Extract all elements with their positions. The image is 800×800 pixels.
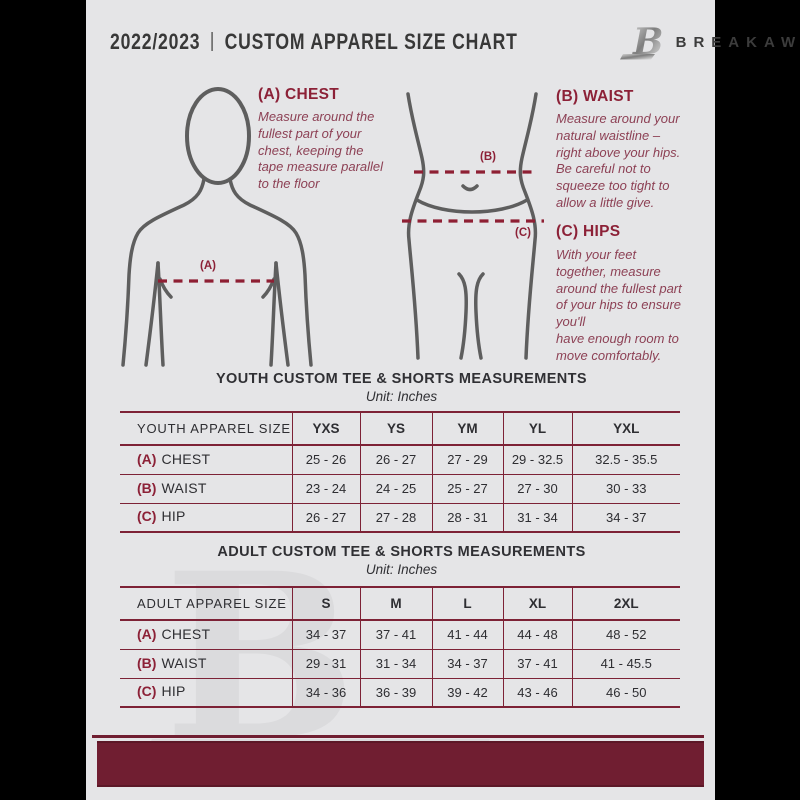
adult-size-table: ADULT APPAREL SIZE S M L XL 2XL (A) CHEST 34 - 3… [120, 586, 680, 708]
waist-line-label: (B) [480, 151, 496, 163]
size-header-cell: S [291, 586, 360, 621]
size-range-cell: 41 - 44 [431, 620, 503, 650]
size-range-cell: 27 - 29 [431, 445, 503, 475]
size-header-cell: YL [502, 411, 572, 446]
size-range-cell: 34 - 37 [291, 620, 360, 650]
size-header-cell: L [431, 586, 503, 621]
hips-guide-heading: (C) HIPS [556, 223, 621, 240]
header-title-group: 2022/2023 | CUSTOM APPAREL SIZE CHART [110, 29, 518, 55]
header-separator: | [210, 29, 215, 52]
measure-label: CHEST [161, 450, 211, 467]
youth-table-title: YOUTH CUSTOM TEE & SHORTS MEASUREMENTS [215, 371, 587, 387]
size-range-cell: 27 - 28 [359, 503, 432, 533]
measure-letter: (C) [137, 508, 157, 525]
size-range-cell: 34 - 37 [571, 503, 680, 533]
size-range-cell: 43 - 46 [502, 678, 572, 708]
breakaway-b-logo-icon: B [619, 21, 663, 63]
measure-letter: (B) [137, 654, 157, 671]
adult-table-unit: Unit: Inches [365, 562, 438, 577]
measure-letter: (A) [137, 625, 157, 642]
measure-letter: (C) [137, 683, 157, 700]
measure-row-header: (B) WAIST [120, 474, 292, 504]
size-range-cell: 32.5 - 35.5 [571, 445, 680, 475]
youth-size-table: YOUTH APPAREL SIZE YXS YS YM YL YXL (A) CHEST 25… [120, 411, 680, 533]
size-header-cell: YM [431, 411, 503, 446]
measure-row-header: (C) HIP [120, 503, 292, 533]
size-range-cell: 27 - 30 [502, 474, 572, 504]
measure-letter: (A) [137, 450, 157, 467]
size-range-cell: 24 - 25 [359, 474, 432, 504]
size-range-cell: 39 - 42 [431, 678, 503, 708]
measure-row-header: (A) CHEST [120, 445, 292, 475]
page-title: CUSTOM APPAREL SIZE CHART [224, 29, 518, 54]
measure-letter: (B) [137, 479, 157, 496]
waist-guide-text: Measure around your natural waistline – … [556, 111, 681, 210]
size-range-cell: 37 - 41 [359, 620, 432, 650]
size-header-cell: YS [359, 411, 432, 446]
size-range-cell: 26 - 27 [359, 445, 432, 475]
size-range-cell: 29 - 31 [291, 649, 360, 679]
chest-line-label: (A) [200, 260, 216, 272]
size-range-cell: 23 - 24 [291, 474, 360, 504]
adult-table-title: ADULT CUSTOM TEE & SHORTS MEASUREMENTS [217, 544, 586, 560]
measure-label: CHEST [161, 625, 211, 642]
measure-label: HIP [161, 683, 186, 700]
hips-guide-text: With your feet together, measure around … [556, 247, 682, 363]
size-range-cell: 34 - 36 [291, 678, 360, 708]
size-header-cell: XL [502, 586, 572, 621]
measure-label: WAIST [161, 479, 207, 496]
upper-body-figure [121, 87, 313, 367]
brand-wordmark: BREAKAWAY [675, 33, 800, 51]
size-range-cell: 30 - 33 [571, 474, 680, 504]
size-range-cell: 44 - 48 [502, 620, 572, 650]
size-range-cell: 37 - 41 [502, 649, 572, 679]
size-range-cell: 25 - 27 [431, 474, 503, 504]
size-header-cell: M [359, 586, 432, 621]
size-header-cell: YXL [571, 411, 680, 446]
size-range-cell: 26 - 27 [291, 503, 360, 533]
footer-bar [97, 741, 704, 787]
measure-row-header: (C) HIP [120, 678, 292, 708]
size-range-cell: 28 - 31 [431, 503, 503, 533]
size-column-header: YOUTH APPAREL SIZE [120, 411, 292, 446]
size-range-cell: 48 - 52 [571, 620, 680, 650]
size-range-cell: 31 - 34 [502, 503, 572, 533]
size-range-cell: 41 - 45.5 [571, 649, 680, 679]
hips-line-label: (C) [515, 227, 531, 239]
waist-guide-heading: (B) WAIST [556, 88, 634, 105]
lower-body-figure [402, 92, 544, 360]
page-header: 2022/2023 | CUSTOM APPAREL SIZE CHART B … [110, 20, 800, 64]
size-range-cell: 29 - 32.5 [502, 445, 572, 475]
youth-table-unit: Unit: Inches [365, 389, 438, 404]
chest-guide-heading: (A) CHEST [258, 86, 340, 103]
measure-label: HIP [161, 508, 186, 525]
season-label: 2022/2023 [110, 29, 201, 54]
size-range-cell: 34 - 37 [431, 649, 503, 679]
size-range-cell: 46 - 50 [571, 678, 680, 708]
measure-label: WAIST [161, 654, 207, 671]
size-column-header: ADULT APPAREL SIZE [120, 586, 292, 621]
measure-row-header: (B) WAIST [120, 649, 292, 679]
size-header-cell: YXS [291, 411, 360, 446]
chest-guide-text: Measure around the fullest part of your … [258, 109, 384, 192]
size-header-cell: 2XL [571, 586, 680, 621]
size-range-cell: 36 - 39 [359, 678, 432, 708]
brand-group: B BREAKAWAY [619, 21, 800, 63]
measure-row-header: (A) CHEST [120, 620, 292, 650]
footer-accent-line [92, 735, 704, 738]
size-range-cell: 25 - 26 [291, 445, 360, 475]
size-range-cell: 31 - 34 [359, 649, 432, 679]
